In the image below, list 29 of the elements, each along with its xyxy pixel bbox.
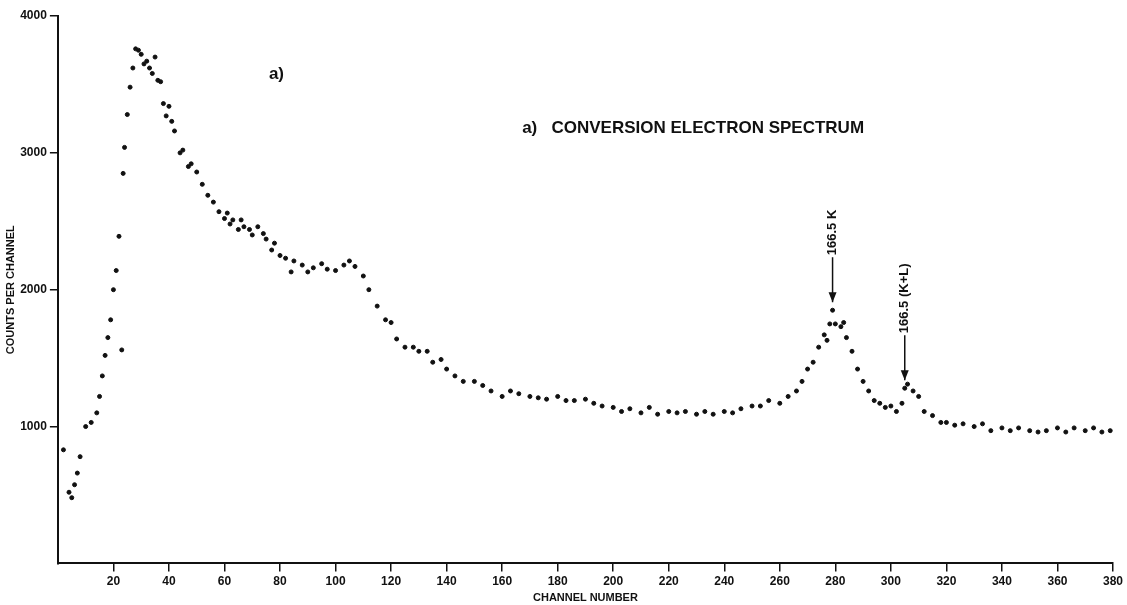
x-tick-label: 20 (106, 573, 121, 588)
x-tick-label: 320 (936, 573, 957, 588)
x-tick-label: 140 (436, 573, 457, 588)
annotation: a) (268, 63, 285, 83)
x-tick-label: 60 (217, 573, 232, 588)
x-tick-label: 280 (825, 573, 846, 588)
y-axis-title: COUNTS PER CHANNEL (3, 224, 16, 355)
x-tick-label: 100 (325, 573, 346, 588)
y-tick-label: 2000 (20, 282, 48, 297)
x-tick-label: 80 (273, 573, 288, 588)
y-tick-label: 4000 (20, 8, 48, 23)
y-tick-label: 3000 (20, 145, 48, 160)
x-tick-label: 340 (991, 573, 1013, 588)
annotation: 166.5 K (824, 209, 840, 256)
x-axis-title: CHANNEL NUMBER (532, 591, 638, 604)
x-tick-label: 220 (658, 573, 680, 588)
text: a) CONVERSION ELECTRON SPECTRUM (522, 117, 865, 137)
x-tick-label: 200 (603, 573, 624, 588)
x-tick-label: 260 (769, 573, 791, 588)
x-tick-label: 360 (1047, 573, 1068, 588)
x-tick-label: 300 (880, 573, 902, 588)
x-tick-label: 40 (162, 573, 176, 588)
y-tick-label: 1000 (20, 418, 48, 433)
x-tick-label: 160 (492, 573, 513, 588)
x-tick-label: 380 (1102, 573, 1124, 588)
x-tick-label: 240 (714, 573, 735, 588)
x-tick-label: 180 (547, 573, 569, 588)
x-tick-label: 120 (381, 573, 402, 588)
annotation: 166.5 (K+L) (896, 263, 912, 334)
